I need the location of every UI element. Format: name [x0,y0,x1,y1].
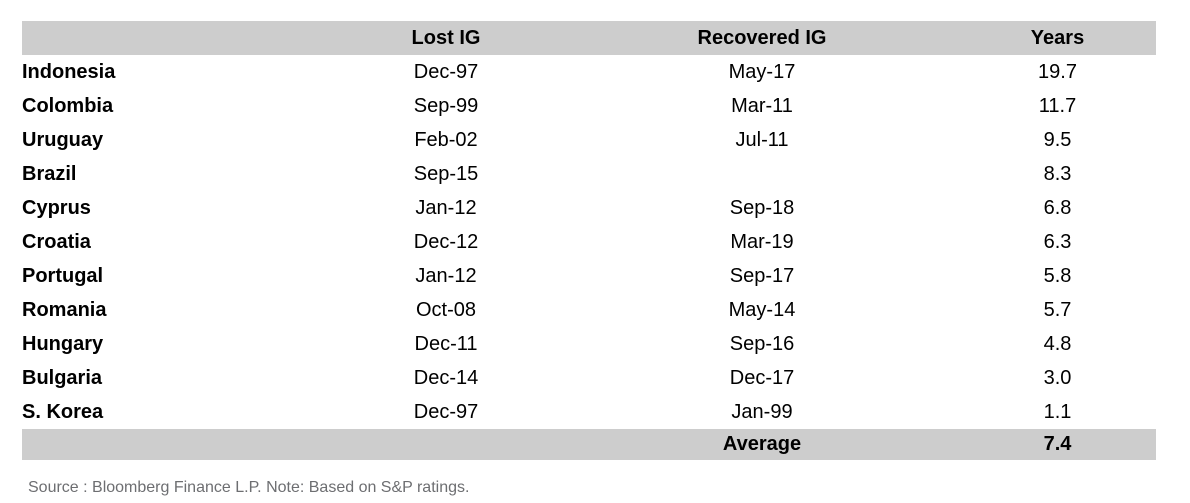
average-years-value: 7.4 [1043,433,1072,455]
recovered-ig-cell: Dec-17 [729,367,795,389]
average-empty-country-cell [22,429,327,460]
lost-ig-cell: Jan-12 [415,265,477,287]
years-cell: 9.5 [1043,129,1072,151]
years-cell: 6.3 [1043,231,1072,253]
lost-ig-cell: Sep-99 [413,95,479,117]
ig-rating-table-container: Lost IG Recovered IG Years Indonesia Dec… [22,21,1156,460]
country-cell: Brazil [22,163,77,185]
average-empty-lost-ig-cell [327,429,565,460]
lost-ig-cell: Oct-08 [415,299,477,321]
country-cell: Portugal [22,265,104,287]
country-cell: S. Korea [22,401,104,423]
table-row: Brazil Sep-15 8.3 [22,157,1156,191]
table-row: Uruguay Feb-02 Jul-11 9.5 [22,123,1156,157]
country-cell: Romania [22,299,107,321]
country-cell: Indonesia [22,61,116,83]
country-cell: Croatia [22,231,91,253]
years-cell: 11.7 [1038,95,1077,117]
table-row: Croatia Dec-12 Mar-19 6.3 [22,225,1156,259]
lost-ig-cell: Dec-14 [413,367,479,389]
lost-ig-cell: Dec-97 [413,401,479,423]
years-cell: 5.7 [1043,299,1072,321]
recovered-ig-cell: Jan-99 [731,401,793,423]
country-cell: Colombia [22,95,114,117]
table-header-row: Lost IG Recovered IG Years [22,21,1156,55]
header-recovered-ig: Recovered IG [697,27,827,49]
country-cell: Uruguay [22,129,104,151]
recovered-ig-cell: Jul-11 [735,129,789,151]
source-note: Source : Bloomberg Finance L.P. Note: Ba… [28,479,470,496]
header-country [22,21,327,55]
average-label: Average [722,433,802,455]
ig-rating-table: Lost IG Recovered IG Years Indonesia Dec… [22,21,1156,460]
recovered-ig-cell: Sep-17 [729,265,795,287]
years-cell: 4.8 [1043,333,1072,355]
recovered-ig-cell: Sep-16 [729,333,795,355]
table-row: Indonesia Dec-97 May-17 19.7 [22,55,1156,89]
recovered-ig-cell: May-14 [728,299,796,321]
years-cell: 19.7 [1038,61,1077,83]
years-cell: 3.0 [1043,367,1072,389]
lost-ig-cell: Dec-97 [413,61,479,83]
table-row: S. Korea Dec-97 Jan-99 1.1 [22,395,1156,429]
header-lost-ig: Lost IG [411,27,481,49]
average-row: Average 7.4 [22,429,1156,460]
lost-ig-cell: Jan-12 [415,197,477,219]
table-row: Hungary Dec-11 Sep-16 4.8 [22,327,1156,361]
country-cell: Hungary [22,333,104,355]
header-years: Years [1030,27,1085,49]
country-cell: Bulgaria [22,367,103,389]
recovered-ig-cell: Mar-11 [731,95,793,117]
lost-ig-cell: Dec-11 [414,333,478,355]
lost-ig-cell: Dec-12 [413,231,479,253]
lost-ig-cell: Sep-15 [413,163,479,185]
recovered-ig-cell: May-17 [728,61,796,83]
table-row: Romania Oct-08 May-14 5.7 [22,293,1156,327]
years-cell: 5.8 [1043,265,1072,287]
recovered-ig-cell [565,157,959,191]
lost-ig-cell: Feb-02 [414,129,478,151]
table-row: Portugal Jan-12 Sep-17 5.8 [22,259,1156,293]
years-cell: 8.3 [1043,163,1072,185]
country-cell: Cyprus [22,197,91,219]
table-row: Colombia Sep-99 Mar-11 11.7 [22,89,1156,123]
recovered-ig-cell: Sep-18 [729,197,795,219]
years-cell: 6.8 [1043,197,1072,219]
years-cell: 1.1 [1043,401,1072,423]
recovered-ig-cell: Mar-19 [730,231,794,253]
table-row: Bulgaria Dec-14 Dec-17 3.0 [22,361,1156,395]
table-row: Cyprus Jan-12 Sep-18 6.8 [22,191,1156,225]
